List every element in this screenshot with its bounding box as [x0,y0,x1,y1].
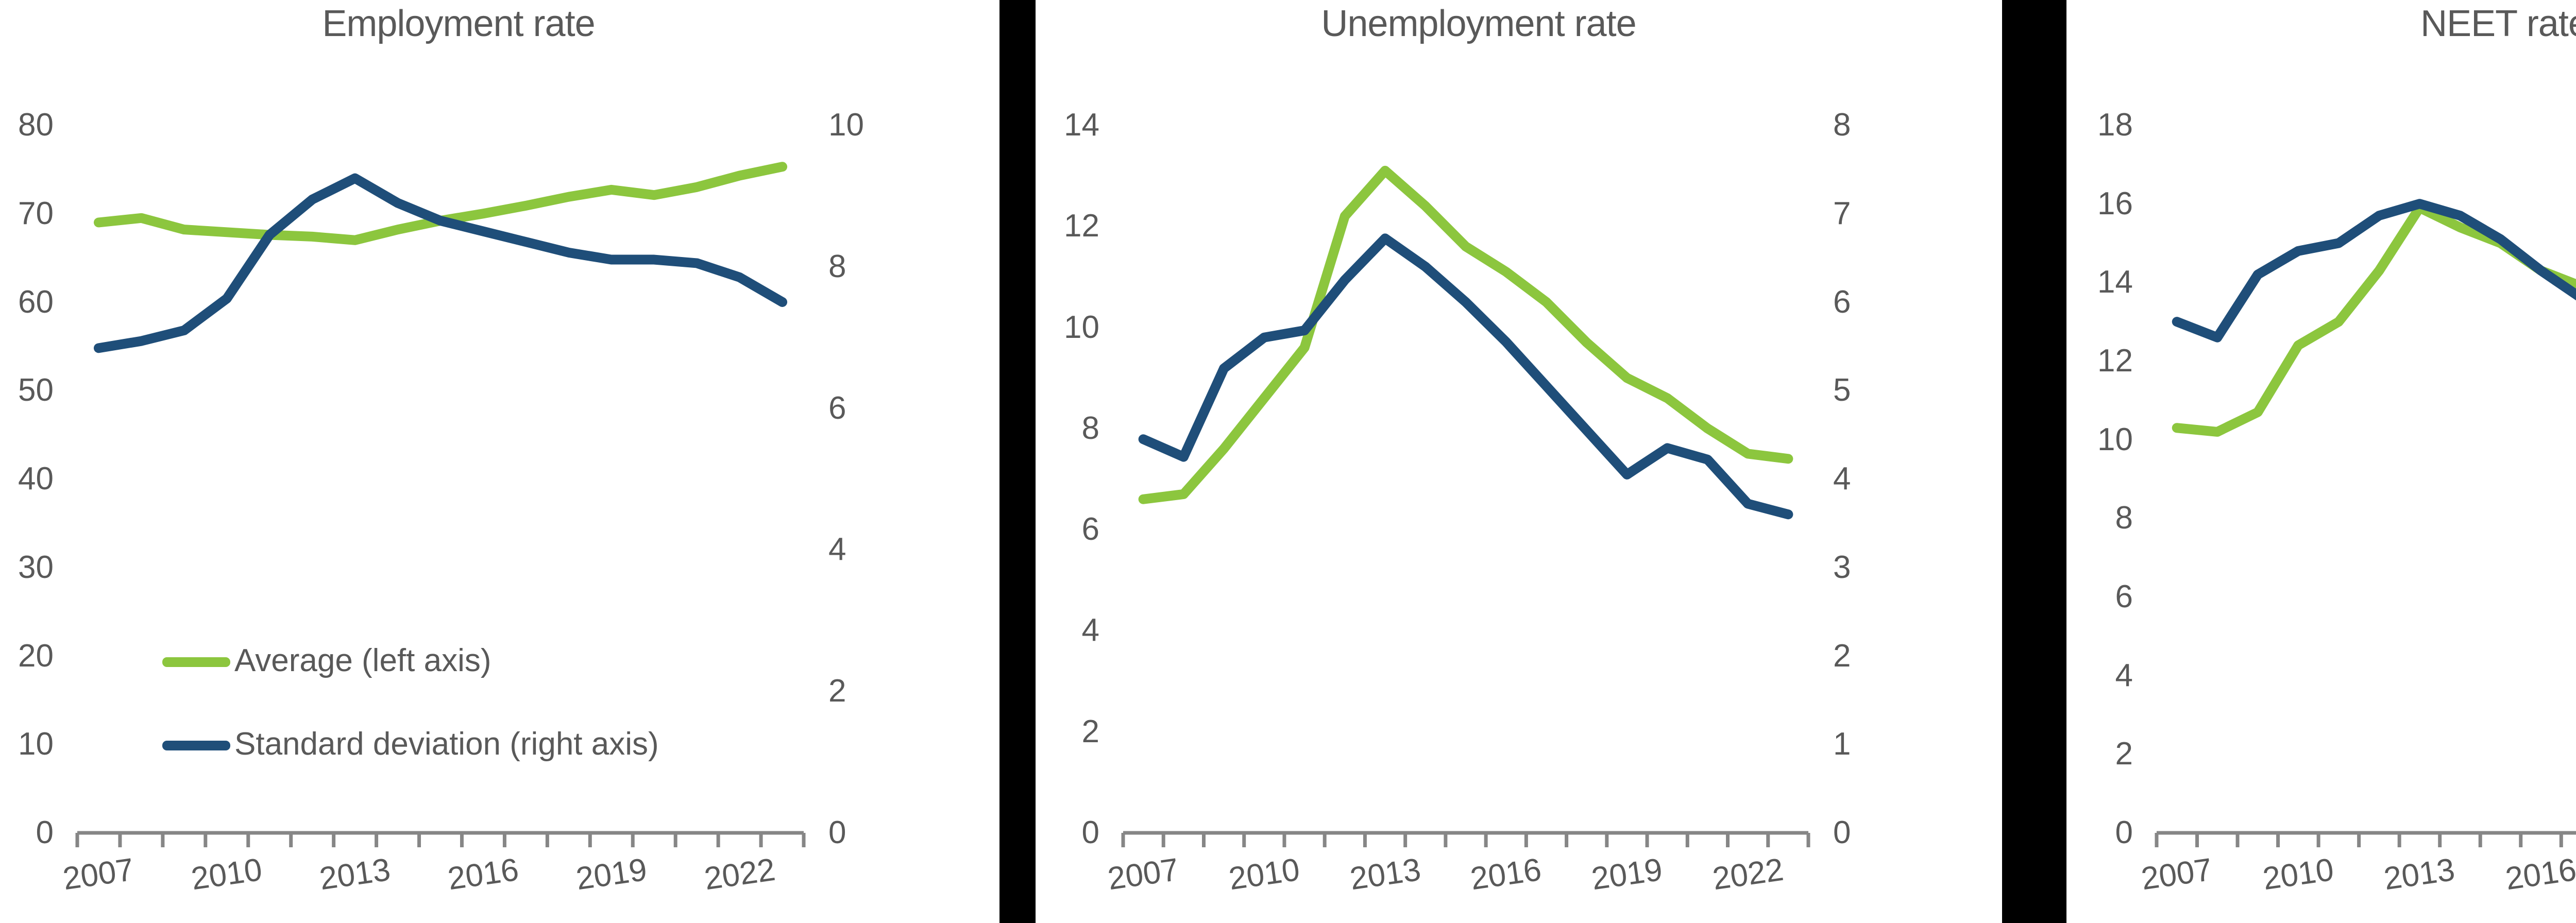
legend-item-average-swatch [162,657,230,667]
panel-separator-1 [999,0,1036,923]
panel-title: NEET rate [2420,3,2576,44]
y-axis-left-tick-label: 6 [1081,511,1099,548]
y-axis-right-tick-label: 6 [1833,284,1851,320]
y-axis-left-tick-label: 6 [2115,579,2133,614]
panel-separator-2 [2002,0,2066,923]
panel-title: Employment rate [322,3,595,44]
series-line-average [1138,165,1793,504]
y-axis-left-tick-label: 12 [2097,343,2133,379]
plot-area [75,162,806,847]
y-axis-right-tick-label: 10 [828,107,864,143]
plot-area [2155,199,2576,847]
y-axis-right-tick-label: 1 [1833,726,1851,762]
legend-item-standard-deviation-swatch [162,741,230,750]
y-axis-left-tick-label: 2 [1081,713,1099,749]
y-axis-right-tick-label: 4 [1833,461,1851,497]
plot-area [1121,165,1810,847]
y-axis-left-tick-label: 70 [18,195,54,231]
y-axis-left-tick-label: 0 [1081,815,1099,850]
series-line-average [93,162,788,245]
series-line-standard-deviation [2172,199,2576,343]
y-axis-right-tick-label: 4 [828,532,846,568]
y-axis-left-tick-label: 2 [2115,736,2133,772]
panel-employment-rate: Employment rate 0 10 20 30 40 50 60 70 80 0 2 4 6 8 10 2… [0,0,999,923]
panel-unemployment-rate: Unemployment rate 0 2 4 6 8 10 12 14 0 1 2 3 4 5 6 7 8 200… [1036,0,2002,923]
y-axis-right-tick-label: 0 [1833,815,1851,850]
y-axis-left-tick-label: 8 [2115,500,2133,536]
y-axis-right-tick-label: 2 [828,673,846,709]
y-axis-right-tick-label: 7 [1833,195,1851,231]
panel-title: Unemployment rate [1321,3,1636,44]
y-axis-left-tick-label: 10 [18,726,54,762]
series-line-standard-deviation [93,173,788,353]
y-axis-right-tick-label: 8 [828,248,846,284]
y-axis-left-tick-label: 8 [1081,410,1099,446]
y-axis-right-tick-label: 8 [1833,107,1851,143]
y-axis-left-tick-label: 30 [18,549,54,585]
y-axis-right-tick-label: 0 [828,815,846,850]
y-axis-left-tick-label: 20 [18,638,54,674]
y-axis-left-tick-label: 4 [1081,612,1099,648]
y-axis-right-tick-label: 3 [1833,549,1851,585]
y-axis-left-tick-label: 4 [2115,657,2133,693]
y-axis-left-tick-label: 10 [1064,309,1099,345]
y-axis-left-tick-label: 14 [1064,107,1099,143]
y-axis-right-tick-label: 2 [1833,638,1851,674]
y-axis-right-tick-label: 6 [828,390,846,426]
y-axis-left-tick-label: 12 [1064,208,1099,244]
y-axis-left-tick-label: 0 [36,815,54,850]
y-axis-left-tick-label: 0 [2115,815,2133,850]
y-axis-left-tick-label: 10 [2097,421,2133,457]
legend-item-average-label: Average (left axis) [234,643,492,678]
y-axis-left-tick-label: 40 [18,461,54,497]
y-axis-left-tick-label: 80 [18,107,54,143]
y-axis-left-tick-label: 18 [2097,107,2133,143]
y-axis-left-tick-label: 14 [2097,264,2133,300]
y-axis-left-tick-label: 16 [2097,185,2133,221]
y-axis-left-tick-label: 50 [18,372,54,408]
y-axis-right-tick-label: 5 [1833,372,1851,408]
y-axis-left-tick-label: 60 [18,284,54,320]
series-line-average [2172,202,2576,437]
panel-neet-rate: NEET rate0246810121416180123456789200720… [2066,0,2576,923]
series-line-standard-deviation [1138,233,1793,520]
legend-item-standard-deviation-label: Standard deviation (right axis) [234,726,659,762]
